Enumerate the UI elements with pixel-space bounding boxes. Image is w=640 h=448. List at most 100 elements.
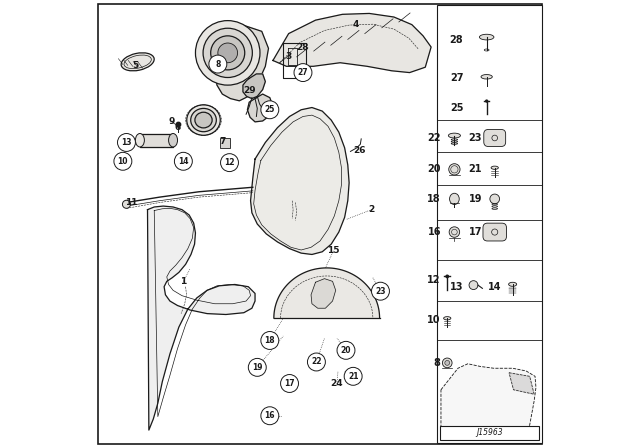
Polygon shape (311, 279, 336, 308)
Bar (437, 5, 541, 443)
Ellipse shape (195, 112, 212, 128)
Text: 8: 8 (215, 60, 221, 69)
Polygon shape (148, 206, 255, 430)
Ellipse shape (491, 166, 499, 169)
Circle shape (209, 55, 227, 73)
Circle shape (486, 100, 488, 102)
Bar (220, 138, 230, 148)
Text: J15963: J15963 (476, 428, 502, 437)
Polygon shape (441, 364, 536, 432)
Circle shape (248, 358, 266, 376)
Circle shape (449, 227, 460, 237)
Text: 6: 6 (175, 123, 181, 132)
Text: 20: 20 (428, 164, 441, 174)
Circle shape (218, 43, 237, 63)
Ellipse shape (479, 34, 494, 40)
Circle shape (490, 194, 500, 204)
FancyBboxPatch shape (484, 129, 506, 146)
FancyBboxPatch shape (483, 223, 506, 241)
Polygon shape (274, 268, 380, 318)
Text: 19: 19 (468, 194, 482, 204)
Text: 8: 8 (434, 358, 440, 368)
Ellipse shape (168, 134, 177, 147)
Circle shape (174, 152, 193, 170)
Text: 19: 19 (252, 363, 262, 372)
Polygon shape (243, 74, 266, 99)
Circle shape (261, 332, 279, 349)
Circle shape (445, 361, 450, 365)
Ellipse shape (121, 53, 154, 71)
Text: 15: 15 (327, 246, 340, 255)
Text: 18: 18 (264, 336, 275, 345)
Circle shape (280, 375, 298, 392)
Text: 1: 1 (180, 277, 186, 286)
Text: 21: 21 (468, 164, 482, 174)
Text: 12: 12 (224, 158, 235, 167)
Text: 27: 27 (298, 68, 308, 77)
Text: 11: 11 (125, 198, 137, 207)
Text: 29: 29 (243, 86, 255, 95)
Text: 14: 14 (178, 157, 189, 166)
Text: 7: 7 (219, 137, 225, 146)
Ellipse shape (191, 108, 216, 132)
Ellipse shape (444, 317, 451, 320)
Text: 12: 12 (427, 276, 440, 285)
Circle shape (203, 28, 252, 78)
Polygon shape (140, 134, 173, 147)
Ellipse shape (125, 141, 132, 147)
Ellipse shape (509, 282, 516, 286)
Bar (440, 426, 539, 440)
Ellipse shape (449, 193, 460, 205)
Text: 23: 23 (375, 287, 386, 296)
Ellipse shape (481, 74, 492, 79)
Circle shape (294, 64, 312, 82)
Circle shape (261, 101, 279, 119)
Text: 21: 21 (348, 372, 358, 381)
Text: 16: 16 (428, 227, 441, 237)
Polygon shape (509, 373, 534, 394)
Text: 13: 13 (121, 138, 132, 147)
Circle shape (307, 353, 325, 371)
Circle shape (195, 21, 260, 85)
Circle shape (221, 154, 239, 172)
Circle shape (344, 367, 362, 385)
Text: 13: 13 (450, 282, 463, 292)
Text: 10: 10 (427, 315, 440, 325)
Text: 28: 28 (450, 35, 463, 45)
Circle shape (449, 164, 460, 175)
Text: 23: 23 (468, 133, 482, 143)
Text: 16: 16 (264, 411, 275, 420)
Text: 17: 17 (468, 227, 482, 237)
Circle shape (372, 282, 390, 300)
Text: 22: 22 (311, 358, 322, 366)
Text: 18: 18 (428, 194, 441, 204)
Polygon shape (273, 13, 431, 73)
Circle shape (469, 280, 478, 289)
Text: 4: 4 (353, 20, 359, 29)
Text: 26: 26 (353, 146, 365, 155)
Text: 20: 20 (340, 346, 351, 355)
Circle shape (446, 275, 449, 278)
Polygon shape (215, 25, 269, 101)
Circle shape (118, 134, 136, 151)
Polygon shape (248, 94, 273, 122)
Text: 25: 25 (264, 105, 275, 114)
Circle shape (442, 358, 452, 368)
Text: 25: 25 (450, 103, 463, 112)
Text: 14: 14 (488, 282, 502, 292)
Text: 28: 28 (297, 43, 309, 52)
Circle shape (176, 122, 180, 127)
Circle shape (114, 152, 132, 170)
Text: 17: 17 (284, 379, 295, 388)
Ellipse shape (449, 133, 460, 138)
Text: 3: 3 (285, 52, 292, 61)
Text: 9: 9 (168, 117, 175, 126)
Polygon shape (251, 108, 349, 254)
Ellipse shape (136, 134, 145, 147)
Circle shape (337, 341, 355, 359)
Text: 10: 10 (118, 157, 128, 166)
Circle shape (211, 36, 244, 70)
Circle shape (122, 200, 131, 208)
Text: 27: 27 (450, 73, 463, 83)
Text: 5: 5 (132, 61, 138, 70)
